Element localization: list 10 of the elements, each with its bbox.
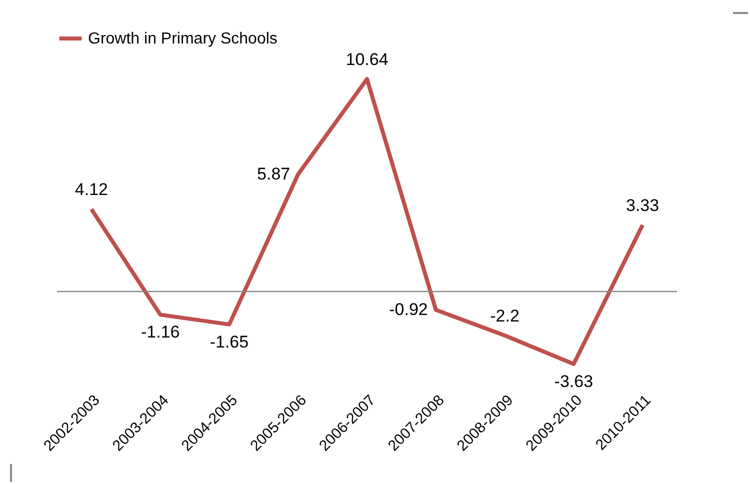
data-label: 10.64 [346,50,388,69]
data-label: -2.2 [490,306,520,326]
data-label: 4.12 [74,180,108,200]
data-label: -3.63 [554,372,594,391]
data-label: -0.92 [389,300,428,319]
data-label: 3.33 [626,196,660,215]
data-label: 5.87 [257,164,290,184]
legend-label: Growth in Primary Schools [88,30,278,48]
data-label: -1.65 [210,332,249,352]
data-label: -1.16 [140,322,180,342]
